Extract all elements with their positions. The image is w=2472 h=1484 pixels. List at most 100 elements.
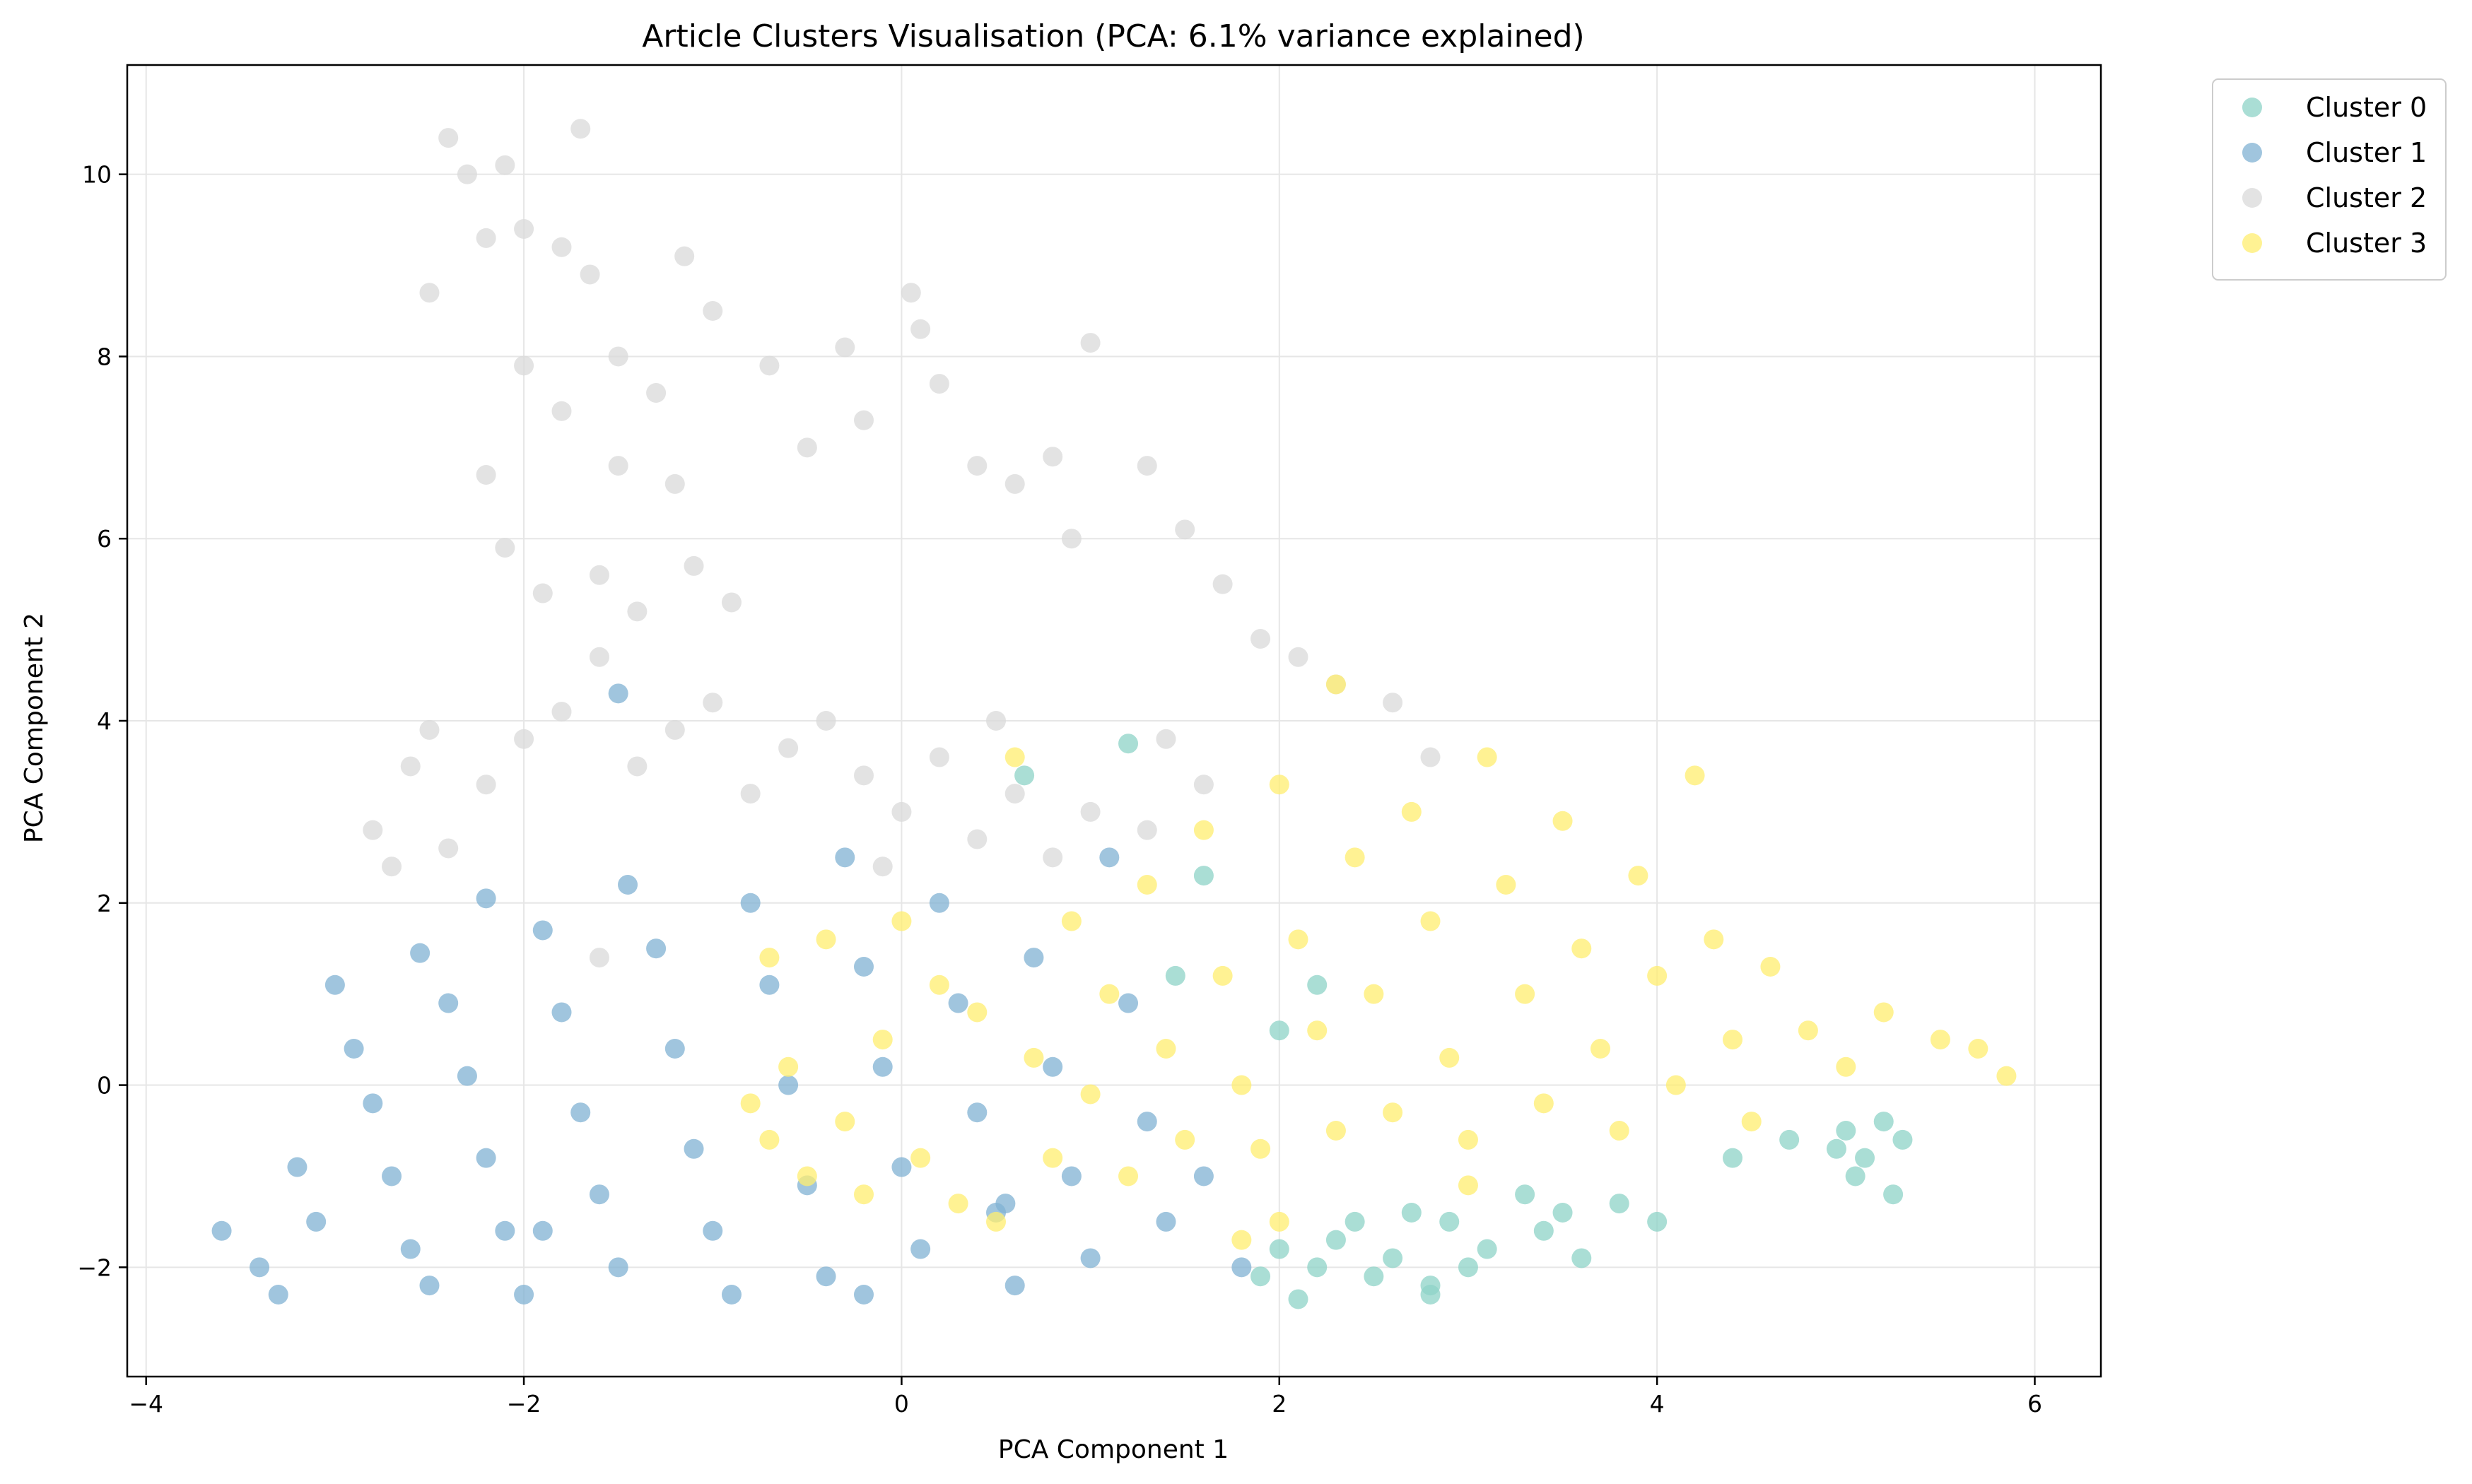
- data-point: [1175, 1129, 1195, 1150]
- data-point: [646, 938, 667, 959]
- data-point: [570, 119, 591, 139]
- legend-marker: [2242, 188, 2262, 208]
- data-point: [1873, 1112, 1894, 1132]
- data-point: [891, 911, 912, 931]
- data-point: [929, 747, 949, 767]
- data-point: [608, 1257, 628, 1278]
- data-point: [1288, 647, 1308, 667]
- data-point: [1401, 1203, 1422, 1223]
- data-point: [759, 355, 780, 376]
- data-point: [1080, 1084, 1101, 1105]
- data-point: [797, 437, 817, 458]
- data-point: [1288, 929, 1308, 950]
- data-point: [910, 1239, 931, 1259]
- data-point: [1533, 1093, 1554, 1114]
- data-point: [835, 337, 855, 358]
- data-point: [1855, 1148, 1875, 1168]
- data-point: [1892, 1129, 1913, 1150]
- data-point: [778, 738, 799, 758]
- data-point: [1383, 1102, 1403, 1123]
- data-point: [1307, 974, 1328, 995]
- data-points: [211, 119, 2017, 1309]
- data-point: [627, 601, 648, 622]
- data-point: [703, 301, 723, 321]
- legend-label: Cluster 3: [2306, 228, 2427, 259]
- data-point: [250, 1257, 270, 1278]
- data-point: [1156, 1039, 1176, 1059]
- x-tick-label: −2: [507, 1390, 541, 1418]
- data-point: [1609, 1194, 1629, 1214]
- data-point: [580, 264, 600, 285]
- data-point: [986, 1211, 1007, 1232]
- data-point: [476, 1148, 496, 1168]
- data-point: [1779, 1129, 1800, 1150]
- data-point: [891, 1157, 912, 1177]
- data-point: [1836, 1056, 1856, 1077]
- data-point: [1458, 1129, 1478, 1150]
- data-point: [438, 838, 459, 859]
- data-point: [901, 283, 921, 303]
- data-point: [1552, 1203, 1573, 1223]
- y-tick-label: 4: [97, 707, 112, 735]
- data-point: [457, 164, 477, 184]
- data-point: [1137, 820, 1157, 840]
- data-point: [1156, 1211, 1176, 1232]
- y-axis-ticks: −2 0 2 4 6 8 10: [77, 161, 127, 1281]
- data-point: [1458, 1257, 1478, 1278]
- data-point: [1250, 629, 1271, 649]
- data-point: [1704, 929, 1724, 950]
- data-point: [967, 1002, 988, 1023]
- data-point: [816, 1266, 836, 1287]
- data-point: [551, 1002, 572, 1023]
- data-point: [1024, 948, 1044, 968]
- data-point: [1269, 1020, 1289, 1041]
- x-tick-label: 6: [2027, 1390, 2042, 1418]
- data-point: [410, 943, 430, 963]
- data-point: [1175, 519, 1195, 540]
- data-point: [853, 410, 874, 430]
- data-point: [967, 1102, 988, 1123]
- data-point: [995, 1194, 1016, 1214]
- data-point: [1325, 674, 1346, 695]
- data-point: [495, 155, 515, 175]
- data-point: [438, 128, 459, 148]
- data-point: [967, 829, 988, 849]
- data-point: [759, 948, 780, 968]
- data-point: [1420, 747, 1441, 767]
- y-tick-label: 6: [97, 525, 112, 553]
- data-point: [1193, 866, 1214, 886]
- data-point: [948, 1194, 968, 1214]
- data-point: [910, 1148, 931, 1168]
- data-point: [532, 920, 553, 941]
- data-point: [618, 875, 638, 895]
- data-point: [1741, 1112, 1762, 1132]
- data-point: [1014, 765, 1035, 786]
- x-tick-label: 0: [894, 1390, 909, 1418]
- data-point: [1647, 1211, 1668, 1232]
- data-point: [853, 1184, 874, 1205]
- data-point: [816, 711, 836, 731]
- data-point: [778, 1056, 799, 1077]
- data-point: [532, 1220, 553, 1241]
- data-point: [400, 1239, 421, 1259]
- data-point: [1307, 1020, 1328, 1041]
- data-point: [1325, 1230, 1346, 1250]
- data-point: [382, 856, 402, 877]
- data-point: [1364, 984, 1384, 1004]
- data-point: [551, 237, 572, 257]
- data-point: [740, 1093, 761, 1114]
- data-point: [268, 1285, 288, 1305]
- data-point: [1826, 1138, 1846, 1159]
- data-point: [1383, 693, 1403, 713]
- data-point: [1420, 911, 1441, 931]
- data-point: [967, 456, 988, 476]
- data-point: [1118, 993, 1139, 1013]
- data-point: [551, 702, 572, 722]
- data-point: [1165, 965, 1185, 986]
- data-point: [853, 957, 874, 977]
- data-point: [1665, 1075, 1686, 1095]
- data-point: [1571, 1248, 1592, 1268]
- data-point: [1061, 529, 1082, 549]
- data-point: [1137, 1112, 1157, 1132]
- data-point: [1212, 574, 1233, 594]
